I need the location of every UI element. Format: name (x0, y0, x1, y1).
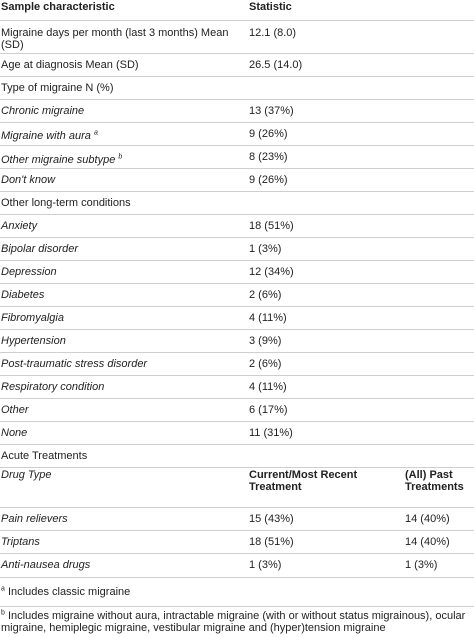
drug-past: 14 (40%) (405, 536, 450, 548)
table-row: Diabetes 2 (6%) (0, 284, 474, 307)
drug-label: Triptans (1, 536, 40, 548)
table-row: Depression 12 (34%) (0, 261, 474, 284)
table-row: Bipolar disorder 1 (3%) (0, 238, 474, 261)
row-value: 1 (3%) (249, 243, 282, 255)
table-row: Don't know 9 (26%) (0, 169, 474, 192)
drug-label: Anti-nausea drugs (1, 559, 91, 571)
footnote-mark: b (1, 609, 5, 617)
footnote-a: a Includes classic migraine (1, 585, 131, 598)
row-label: Migraine days per month (last 3 months) … (1, 27, 229, 51)
row-label: Diabetes (1, 289, 45, 301)
table-row: Chronic migraine 13 (37%) (0, 100, 474, 123)
row-label: Bipolar disorder (1, 243, 79, 255)
row-value: 6 (17%) (249, 404, 288, 416)
row-label: Chronic migraine (1, 105, 85, 117)
row-label-wrap: Other migraine subtype b (1, 153, 241, 166)
drug-current: 15 (43%) (249, 513, 294, 525)
footnote-row: b Includes migraine without aura, intrac… (0, 607, 474, 637)
drug-past: 14 (40%) (405, 513, 450, 525)
drug-past: 1 (3%) (405, 559, 438, 571)
header-drug-type: Drug Type (1, 469, 52, 481)
section-row: Other long-term conditions (0, 192, 474, 215)
row-label-wrap: Migraine with aura a (1, 129, 241, 142)
row-value: 26.5 (14.0) (249, 59, 303, 71)
table-row: Anxiety 18 (51%) (0, 215, 474, 238)
table-row: Other 6 (17%) (0, 399, 474, 422)
row-value: 18 (51%) (249, 220, 294, 232)
table-row: Age at diagnosis Mean (SD) 26.5 (14.0) (0, 54, 474, 77)
row-value: 4 (11%) (249, 381, 287, 393)
drug-header-row: Drug Type Current/Most Recent Treatment … (0, 468, 474, 508)
row-label: Age at diagnosis Mean (SD) (1, 59, 139, 71)
drug-row: Pain relievers 15 (43%) 14 (40%) (0, 508, 474, 531)
footnote-marker: a (93, 129, 98, 137)
row-value: 3 (9%) (249, 335, 282, 347)
table-header-row: Sample characteristic Statistic (0, 0, 474, 21)
footnote-mark: a (1, 585, 5, 593)
drug-label: Pain relievers (1, 513, 68, 525)
table-row: Hypertension 3 (9%) (0, 330, 474, 353)
header-current-treatment: Current/Most Recent Treatment (249, 469, 358, 493)
footnote-b: b Includes migraine without aura, intrac… (1, 609, 473, 634)
header-sample-characteristic: Sample characteristic (1, 1, 115, 13)
table-row: Fibromyalgia 4 (11%) (0, 307, 474, 330)
drug-row: Anti-nausea drugs 1 (3%) 1 (3%) (0, 554, 474, 578)
row-label: Post-traumatic stress disorder (1, 358, 148, 370)
row-label: Don't know (1, 174, 56, 186)
section-label: Other long-term conditions (1, 197, 131, 209)
section-label: Acute Treatments (1, 450, 88, 462)
row-value: 11 (31%) (249, 427, 293, 439)
drug-current: 1 (3%) (249, 559, 282, 571)
section-row: Acute Treatments (0, 445, 474, 468)
table-row: Post-traumatic stress disorder 2 (6%) (0, 353, 474, 376)
row-value: 2 (6%) (249, 358, 282, 370)
row-label: Migraine with aura (1, 130, 91, 142)
row-value: 13 (37%) (249, 105, 294, 117)
table-row: Migraine with aura a 9 (26%) (0, 123, 474, 146)
row-label: Other (1, 404, 29, 416)
row-value: 9 (26%) (249, 128, 288, 140)
row-value: 9 (26%) (249, 174, 288, 186)
header-past-treatments: (All) Past Treatments (405, 469, 464, 493)
table-row: None 11 (31%) (0, 422, 474, 445)
row-label: Anxiety (1, 220, 38, 232)
row-label: Other migraine subtype (1, 154, 116, 166)
table-row: Respiratory condition 4 (11%) (0, 376, 474, 399)
table-row: Migraine days per month (last 3 months) … (0, 21, 474, 54)
table-row: Other migraine subtype b 8 (23%) (0, 146, 474, 169)
row-value: 2 (6%) (249, 289, 282, 301)
row-value: 12 (34%) (249, 266, 294, 278)
row-label: Hypertension (1, 335, 66, 347)
footnote-row: a Includes classic migraine (0, 578, 474, 607)
footnote-text: Includes classic migraine (7, 586, 131, 598)
drug-row: Triptans 18 (51%) 14 (40%) (0, 531, 474, 554)
drug-current: 18 (51%) (249, 536, 294, 548)
row-label: None (1, 427, 28, 439)
header-statistic: Statistic (249, 1, 292, 13)
row-label: Depression (1, 266, 57, 278)
row-value: 4 (11%) (249, 312, 287, 324)
section-label: Type of migraine N (%) (1, 82, 114, 94)
row-label: Fibromyalgia (1, 312, 64, 324)
footnote-text: Includes migraine without aura, intracta… (1, 610, 466, 634)
row-value: 8 (23%) (249, 151, 288, 163)
row-label: Respiratory condition (1, 381, 105, 393)
row-value: 12.1 (8.0) (249, 27, 297, 39)
section-row: Type of migraine N (%) (0, 77, 474, 100)
footnote-marker: b (118, 153, 123, 161)
